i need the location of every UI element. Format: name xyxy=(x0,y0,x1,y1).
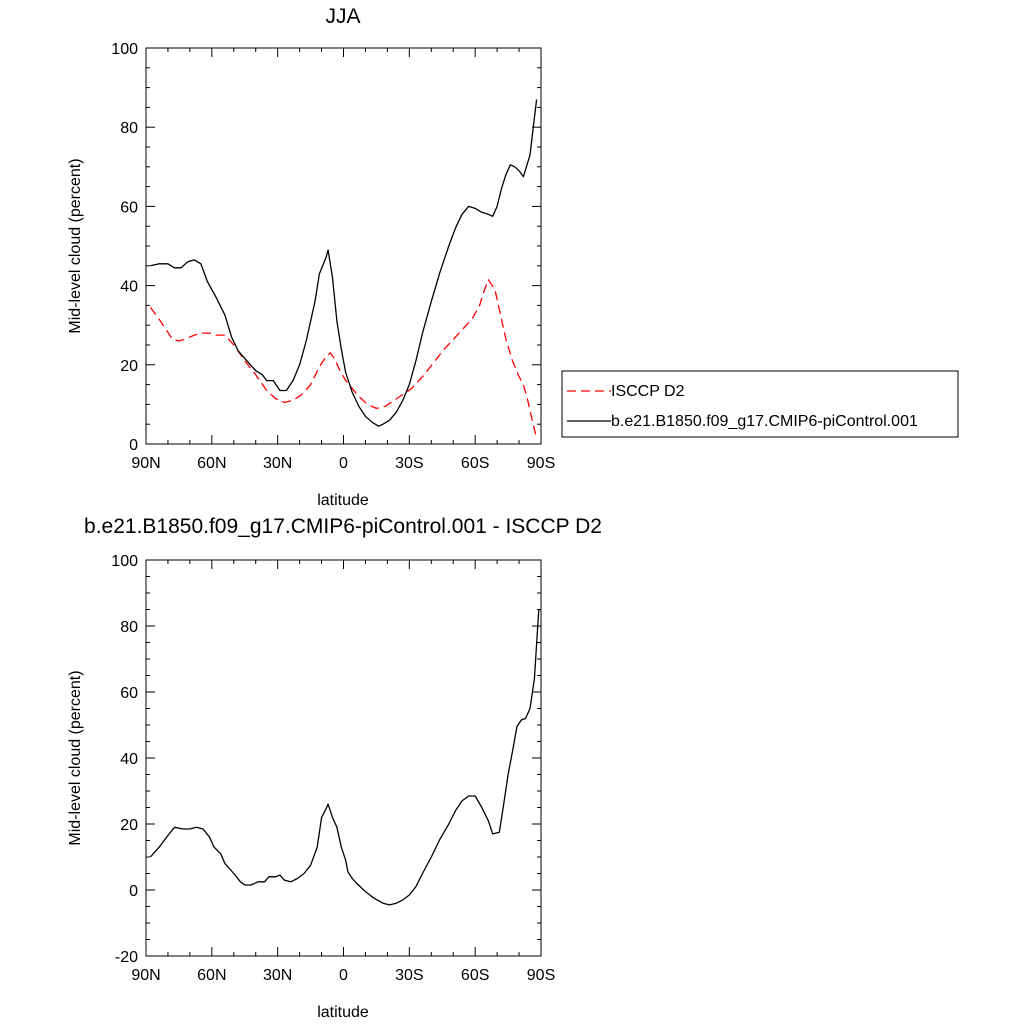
y-tick-label: 0 xyxy=(129,437,138,454)
legend-label-isccp: ISCCP D2 xyxy=(611,383,685,400)
x-tick-label: 30S xyxy=(395,455,423,472)
y-axis-label: Mid-level cloud (percent) xyxy=(67,158,84,333)
y-tick-label: 40 xyxy=(120,279,138,296)
y-tick-label: 20 xyxy=(120,358,138,375)
x-axis-label: latitude xyxy=(317,1004,369,1021)
x-tick-label: 30N xyxy=(263,967,292,984)
plot-area-bottom: 90N 60N 30N 0 30S 60S 90S -20 0 20 40 60 80 100 xyxy=(111,553,555,984)
x-tick-label: 30S xyxy=(395,967,423,984)
plot-area-top: 90N 60N 30N 0 30S 60S 90S 0 20 40 60 80 100 xyxy=(111,41,555,472)
y-axis-label: Mid-level cloud (percent) xyxy=(67,670,84,845)
y-tick-label: 20 xyxy=(120,817,138,834)
plot-frame xyxy=(145,47,542,445)
y-tick-label: 0 xyxy=(129,883,138,900)
x-tick-label: 60S xyxy=(461,455,489,472)
series-line-isccp-d2 xyxy=(149,279,538,439)
x-tick-label: 0 xyxy=(339,967,348,984)
legend-box xyxy=(561,370,959,438)
x-tick-label: 30N xyxy=(263,455,292,472)
chart-title: JJA xyxy=(325,5,360,28)
x-axis-label: latitude xyxy=(317,492,369,509)
series-line-difference xyxy=(149,609,540,906)
x-tick-label: 0 xyxy=(339,455,348,472)
y-tick-label: 80 xyxy=(120,619,138,636)
x-tick-label: 60N xyxy=(197,967,226,984)
chart-title: b.e21.B1850.f09_g17.CMIP6-piControl.001 … xyxy=(84,515,602,538)
y-tick-label: 60 xyxy=(120,685,138,702)
legend: ISCCP D2 b.e21.B1850.f09_g17.CMIP6-piCon… xyxy=(561,370,959,438)
legend-label-model: b.e21.B1850.f09_g17.CMIP6-piControl.001 xyxy=(611,413,918,430)
x-tick-label: 90N xyxy=(131,967,160,984)
series-line-model xyxy=(150,99,538,427)
x-tick-label: 90S xyxy=(527,967,555,984)
y-tick-label: 40 xyxy=(120,751,138,768)
x-tick-label: 60N xyxy=(197,455,226,472)
plot-frame xyxy=(145,559,542,957)
y-tick-label: 60 xyxy=(120,199,138,216)
x-tick-label: 60S xyxy=(461,967,489,984)
y-tick-label: 100 xyxy=(111,41,138,58)
y-tick-label: 80 xyxy=(120,120,138,137)
x-tick-label: 90S xyxy=(527,455,555,472)
x-tick-label: 90N xyxy=(131,455,160,472)
y-tick-label: -20 xyxy=(115,949,138,966)
y-tick-label: 100 xyxy=(111,553,138,570)
